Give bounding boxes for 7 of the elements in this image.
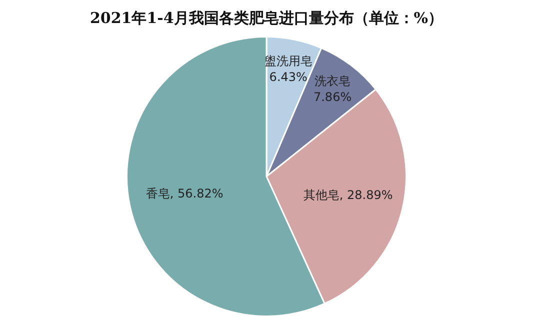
- slice-label: 其他皂, 28.89%: [303, 188, 393, 202]
- data-label: 7.86%: [313, 90, 352, 104]
- slice-label: 香皂, 56.82%: [146, 186, 224, 200]
- slice-label: 洗衣皂: [314, 74, 351, 88]
- slice-label: 盥洗用皂: [264, 54, 312, 68]
- data-label: 6.43%: [269, 70, 308, 84]
- chart-title: 2021年1-4月我国各类肥皂进口量分布（单位：%）: [90, 8, 444, 27]
